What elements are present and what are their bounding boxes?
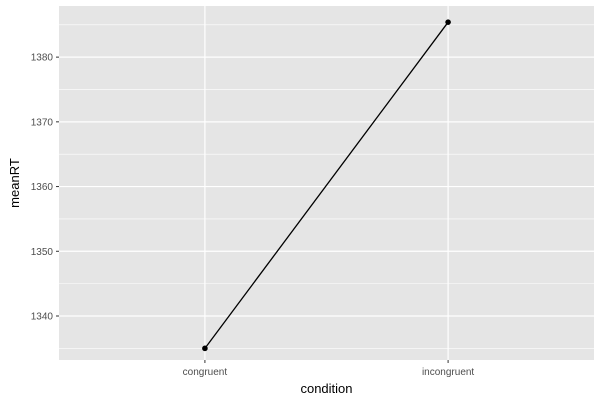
data-point xyxy=(445,19,451,25)
x-axis-title: condition xyxy=(300,381,352,396)
plot-panel xyxy=(59,6,594,360)
tick-labels: 1340 1350 1360 1370 1380 congruent incongruent xyxy=(31,53,475,378)
major-gridlines xyxy=(59,6,594,360)
axis-ticks xyxy=(56,56,449,363)
x-tick-label: congruent xyxy=(183,367,228,378)
y-axis-title: meanRT xyxy=(7,158,22,208)
x-tick-label: incongruent xyxy=(422,367,474,378)
y-tick-label: 1380 xyxy=(31,53,54,64)
data-point xyxy=(202,345,208,352)
minor-gridlines xyxy=(59,24,594,349)
points-layer xyxy=(202,19,451,352)
y-tick-label: 1370 xyxy=(31,117,54,128)
series-layer xyxy=(204,21,449,349)
y-tick-label: 1340 xyxy=(31,311,54,322)
y-tick-label: 1350 xyxy=(31,247,54,258)
y-tick-label: 1360 xyxy=(31,182,54,193)
series-line xyxy=(204,21,449,349)
